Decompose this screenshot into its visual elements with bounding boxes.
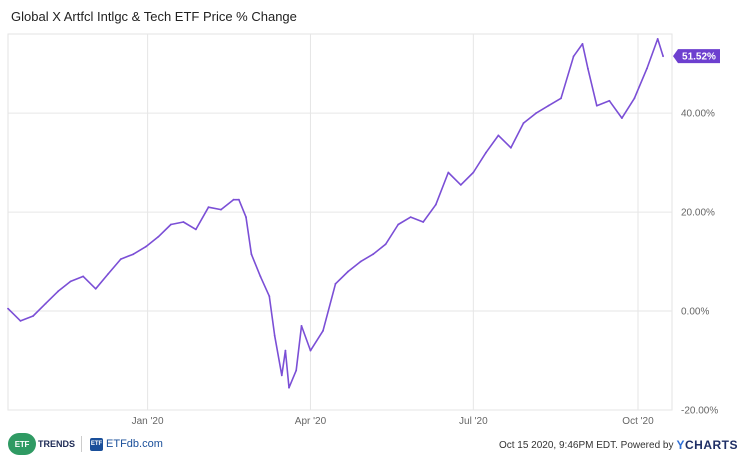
data-point bbox=[587, 67, 589, 70]
logo-divider bbox=[81, 436, 83, 452]
data-point bbox=[633, 97, 636, 100]
data-point bbox=[347, 270, 349, 273]
data-point bbox=[560, 97, 562, 100]
data-point bbox=[94, 287, 97, 290]
etftrends-logo-text[interactable]: TRENDS bbox=[38, 439, 76, 449]
data-point bbox=[82, 275, 85, 278]
data-point bbox=[409, 216, 412, 219]
data-point bbox=[157, 235, 160, 238]
data-point bbox=[245, 216, 247, 219]
data-point bbox=[535, 112, 537, 115]
data-point bbox=[300, 325, 303, 327]
data-point bbox=[273, 334, 276, 337]
footer-logos: ETF TRENDS ETF ETFdb.com bbox=[8, 433, 163, 455]
last-value-badge bbox=[673, 49, 720, 64]
data-point bbox=[107, 273, 110, 275]
data-point bbox=[334, 282, 337, 285]
data-point bbox=[19, 320, 22, 322]
etfdb-logo-icon[interactable]: ETF bbox=[90, 437, 104, 451]
data-point bbox=[44, 302, 47, 305]
y-tick-label: 40.00% bbox=[681, 109, 715, 120]
data-point bbox=[250, 253, 253, 256]
data-point bbox=[472, 171, 475, 174]
data-point bbox=[359, 260, 362, 263]
data-point bbox=[510, 146, 512, 149]
data-point bbox=[662, 55, 664, 58]
data-point bbox=[372, 253, 374, 256]
etfdb-logo-text[interactable]: ETFdb.com bbox=[106, 438, 163, 450]
data-point bbox=[144, 245, 147, 248]
data-point bbox=[547, 104, 550, 107]
plot-frame bbox=[7, 33, 673, 411]
x-tick-label: Oct '20 bbox=[622, 416, 654, 427]
last-value-label: 51.52% bbox=[682, 52, 716, 63]
x-tick-label: Jul '20 bbox=[459, 416, 488, 427]
data-point bbox=[288, 386, 290, 389]
data-point bbox=[581, 43, 584, 45]
data-point bbox=[422, 221, 425, 223]
data-point bbox=[207, 206, 210, 209]
data-point bbox=[284, 349, 287, 352]
data-point bbox=[322, 329, 324, 332]
data-point bbox=[595, 104, 598, 107]
data-point bbox=[485, 151, 487, 154]
data-point bbox=[119, 258, 122, 260]
data-point bbox=[384, 243, 387, 246]
footer-attribution: Oct 15 2020, 9:46PM EDT. Powered by YCHA… bbox=[499, 438, 738, 452]
data-point bbox=[608, 99, 611, 102]
data-point bbox=[434, 203, 437, 206]
data-point bbox=[182, 221, 185, 223]
data-point bbox=[69, 280, 72, 283]
data-point bbox=[232, 198, 235, 201]
x-tick-label: Jan '20 bbox=[132, 416, 164, 427]
data-point bbox=[447, 171, 450, 174]
data-point bbox=[497, 134, 500, 137]
data-point bbox=[646, 67, 648, 70]
data-point bbox=[459, 184, 462, 186]
price-change-chart: -20.00% 0.00% 20.00% 40.00% Jan '20 Apr '20 J… bbox=[7, 33, 720, 427]
data-point bbox=[57, 290, 59, 293]
data-point bbox=[195, 228, 197, 231]
data-point bbox=[32, 315, 34, 317]
data-point bbox=[7, 307, 9, 310]
data-point bbox=[259, 275, 262, 278]
data-point bbox=[522, 122, 525, 124]
data-point bbox=[170, 223, 172, 226]
chart-title: Global X Artfcl Intlgc & Tech ETF Price … bbox=[11, 9, 297, 24]
data-point bbox=[132, 253, 135, 256]
y-tick-label: 20.00% bbox=[681, 208, 715, 219]
data-point bbox=[309, 349, 312, 352]
x-tick-label: Apr '20 bbox=[295, 416, 327, 427]
data-point bbox=[268, 295, 271, 298]
data-point bbox=[238, 198, 240, 201]
data-point bbox=[220, 208, 222, 211]
etftrends-logo-icon[interactable]: ETF bbox=[8, 433, 36, 455]
ycharts-logo[interactable]: YCHARTS bbox=[676, 438, 738, 452]
data-point bbox=[572, 55, 575, 58]
series-line bbox=[7, 38, 664, 389]
data-point bbox=[397, 223, 400, 226]
data-point bbox=[656, 38, 659, 40]
data-point bbox=[621, 117, 623, 119]
y-tick-label: -20.00% bbox=[681, 406, 718, 417]
data-point bbox=[280, 374, 283, 377]
timestamp-text: Oct 15 2020, 9:46PM EDT. Powered by bbox=[498, 439, 674, 451]
data-point bbox=[295, 369, 298, 372]
y-tick-label: 0.00% bbox=[681, 307, 709, 318]
